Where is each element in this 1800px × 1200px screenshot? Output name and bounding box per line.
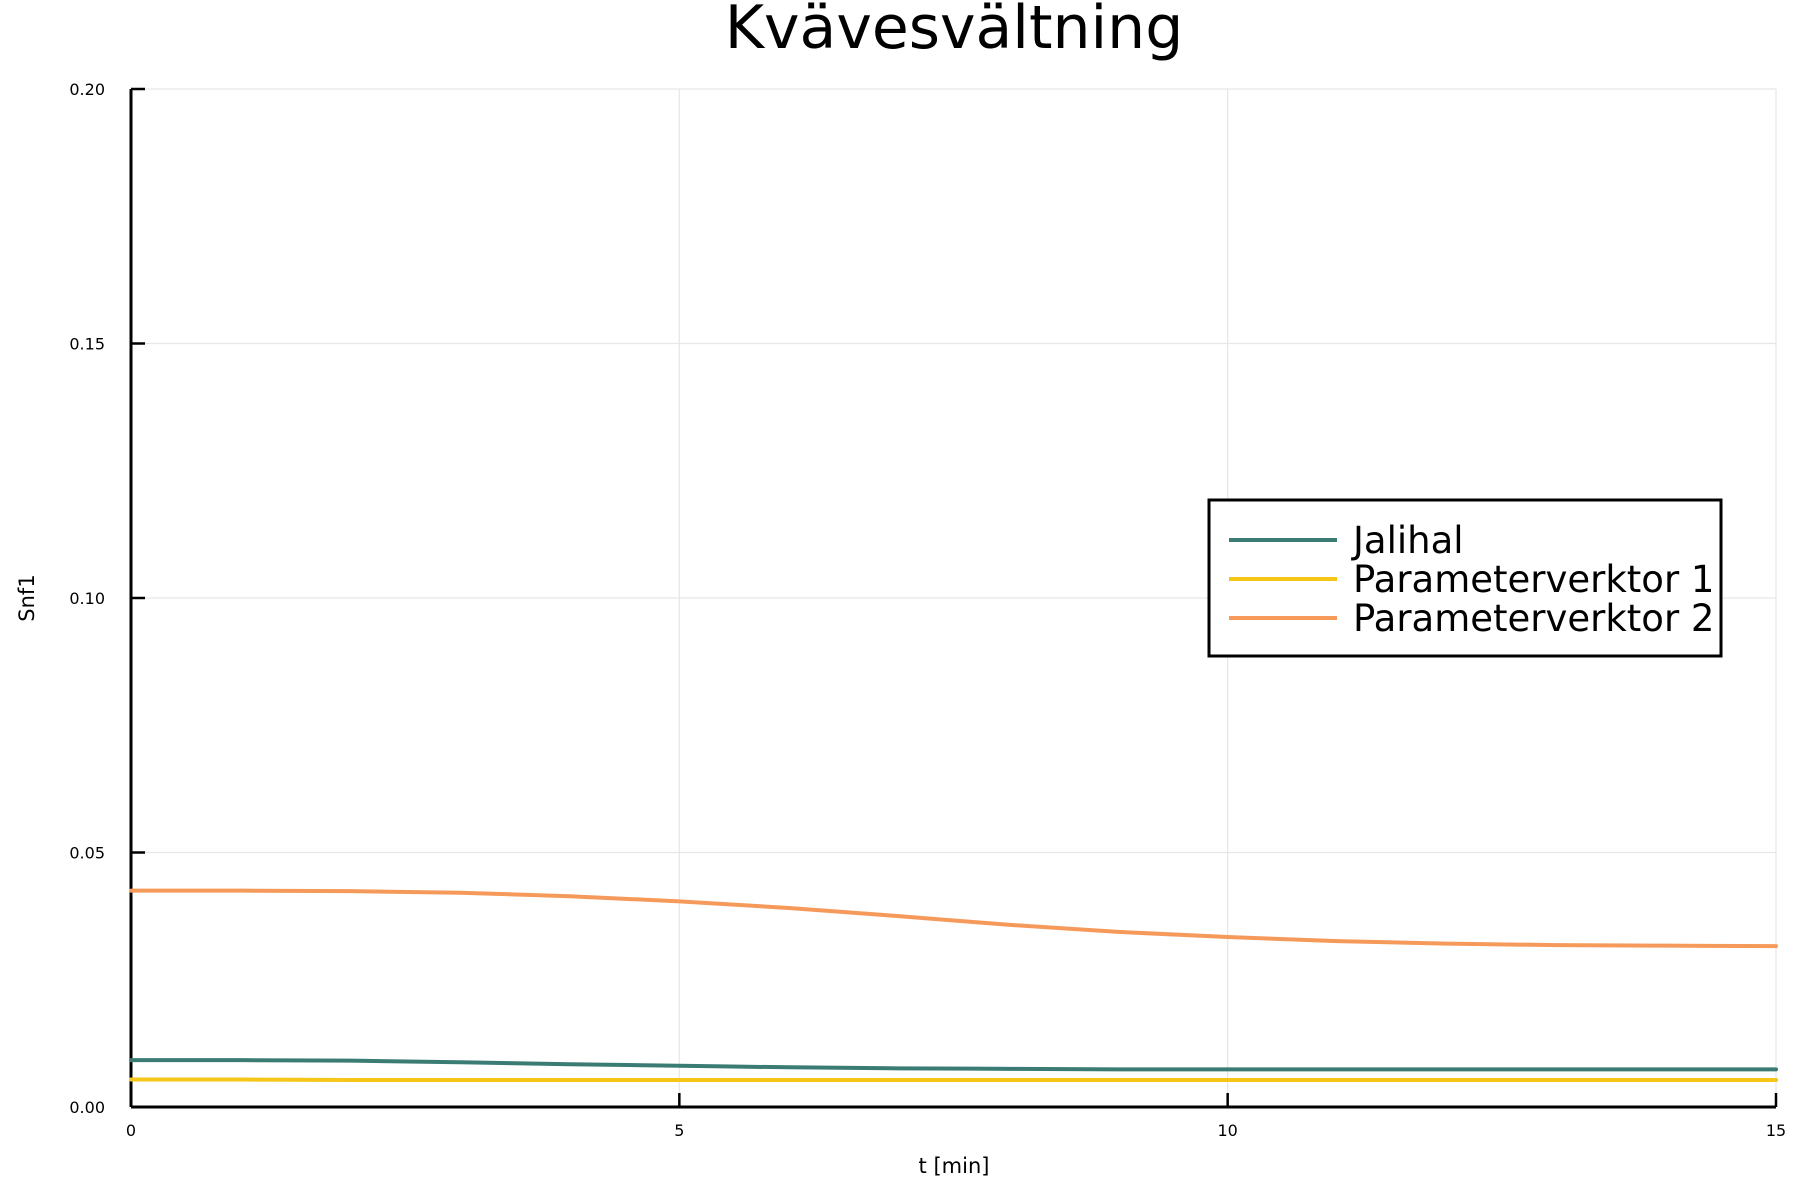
y-tick-label: 0.10 xyxy=(69,589,105,608)
y-tick-label: 0.15 xyxy=(69,335,105,354)
series-layer xyxy=(129,888,1778,1083)
legend-label: Parameterverktor 1 xyxy=(1353,558,1714,601)
chart-title: Kvävesvältning xyxy=(725,0,1184,63)
legend-label: Jalihal xyxy=(1351,519,1464,562)
x-tick-label: 15 xyxy=(1766,1121,1786,1140)
y-tick-label: 0.00 xyxy=(69,1098,105,1117)
series-line xyxy=(129,1077,1778,1083)
x-tick-label: 10 xyxy=(1217,1121,1237,1140)
series-line xyxy=(129,888,1778,949)
y-tick-label: 0.20 xyxy=(69,80,105,99)
x-tick-label: 5 xyxy=(674,1121,684,1140)
y-tick-label: 0.05 xyxy=(69,844,105,863)
legend-label: Parameterverktor 2 xyxy=(1353,597,1714,640)
y-axis-label: Snf1 xyxy=(15,574,39,621)
x-tick-label: 0 xyxy=(126,1121,136,1140)
series-line xyxy=(129,1058,1778,1072)
axes: 0 5 10 15 0.00 0.05 0.10 0.15 0.20 xyxy=(69,80,1786,1140)
x-axis-label: t [min] xyxy=(919,1154,990,1178)
